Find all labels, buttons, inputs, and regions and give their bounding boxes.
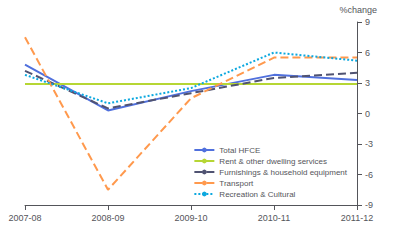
svg-text:9: 9 xyxy=(365,17,370,27)
svg-text:-6: -6 xyxy=(365,170,373,180)
svg-text:Furnishings & household equipm: Furnishings & household equipment xyxy=(219,168,347,177)
svg-text:2011-12: 2011-12 xyxy=(341,213,373,223)
svg-text:6: 6 xyxy=(365,48,370,58)
svg-text:%change: %change xyxy=(339,5,377,15)
svg-text:Rent & other dwelling services: Rent & other dwelling services xyxy=(219,157,327,166)
svg-text:Transport: Transport xyxy=(219,179,254,188)
svg-text:2008-09: 2008-09 xyxy=(91,213,124,223)
svg-text:3: 3 xyxy=(365,78,370,88)
svg-text:-9: -9 xyxy=(365,200,373,210)
svg-text:2010-11: 2010-11 xyxy=(258,213,290,223)
svg-text:0: 0 xyxy=(365,109,370,119)
svg-text:Total HFCE: Total HFCE xyxy=(219,146,260,155)
svg-text:2009-10: 2009-10 xyxy=(174,213,207,223)
svg-text:2007-08: 2007-08 xyxy=(8,213,41,223)
svg-text:Recreation & Cultural: Recreation & Cultural xyxy=(219,190,295,199)
svg-text:-3: -3 xyxy=(365,139,373,149)
